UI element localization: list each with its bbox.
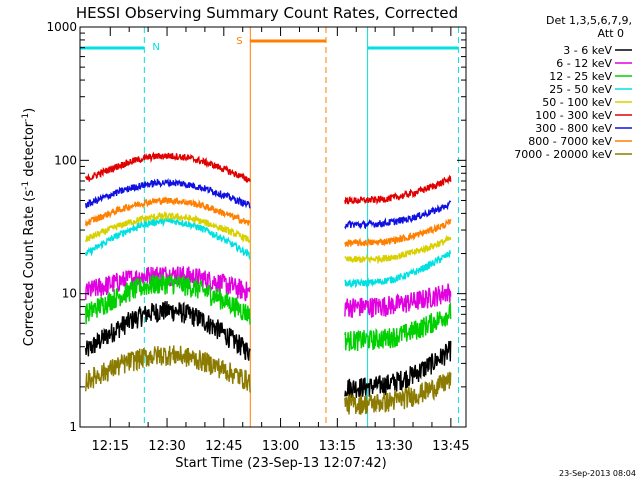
- series-line-3-a: [85, 215, 251, 260]
- series-line-6-a: [85, 177, 251, 209]
- legend-entry-label: 800 - 7000 keV: [528, 135, 612, 148]
- series-line-8-a: [85, 345, 251, 393]
- series-line-0-b: [344, 340, 452, 399]
- y-tick-label: 100: [54, 153, 77, 167]
- chart-title: HESSI Observing Summary Count Rates, Cor…: [76, 4, 458, 22]
- y-tick-label: 10: [62, 287, 77, 301]
- y-axis-label-sup2: -1: [21, 113, 31, 122]
- series-line-7-b: [344, 218, 452, 248]
- legend-header-line1: Det 1,3,5,6,7,9,: [546, 14, 632, 27]
- x-axis-label: Start Time (23-Sep-13 12:07:42): [175, 456, 386, 471]
- series-line-3-b: [344, 250, 452, 289]
- series-line-2-a: [85, 273, 251, 325]
- series-line-0-a: [85, 301, 251, 361]
- legend-entry-label: 300 - 800 keV: [535, 122, 612, 135]
- flag-label: S: [236, 36, 242, 47]
- legend-entry-label: 100 - 300 keV: [535, 109, 612, 122]
- y-tick-label: 1000: [46, 20, 77, 34]
- series-line-1-b: [344, 283, 452, 318]
- series-line-2-b: [344, 302, 452, 352]
- y-tick-label: 1: [69, 420, 77, 434]
- x-tick-label: 13:15: [319, 439, 356, 454]
- legend-entry-label: 6 - 12 keV: [556, 57, 612, 70]
- series-line-5-a: [85, 151, 251, 183]
- y-axis-label: Corrected Count Rate (s-1 detector-1): [21, 108, 37, 346]
- x-tick-label: 12:15: [92, 439, 129, 454]
- plot-frame: [79, 26, 467, 428]
- y-axis-label-mid: detector: [22, 121, 37, 181]
- x-tick-label: 13:00: [262, 439, 299, 454]
- x-tick-label: 12:30: [148, 439, 185, 454]
- series-line-6-b: [344, 200, 452, 230]
- series-line-7-a: [85, 196, 251, 228]
- series-line-5-b: [344, 174, 452, 205]
- legend-entry-label: 25 - 50 keV: [549, 83, 612, 96]
- series-line-8-b: [344, 371, 452, 415]
- legend-entry-label: 3 - 6 keV: [563, 44, 612, 57]
- timestamp: 23-Sep-2013 08:04: [559, 469, 636, 478]
- series-layer: [85, 151, 452, 415]
- y-axis-label-sup1: -1: [21, 181, 31, 190]
- flag-label: N: [152, 42, 159, 53]
- series-line-4-b: [344, 234, 452, 265]
- legend-header-line2: Att 0: [598, 27, 624, 40]
- series-line-4-a: [85, 210, 251, 244]
- legend-entry-label: 50 - 100 keV: [542, 96, 612, 109]
- x-tick-label: 13:45: [432, 439, 469, 454]
- x-tick-label: 12:45: [205, 439, 242, 454]
- y-axis: 1 10 100 1000: [46, 20, 466, 434]
- x-axis: 12:15 12:30 12:45 13:00 13:15 13:30 13:45: [92, 27, 470, 454]
- y-axis-label-end: ): [22, 108, 37, 113]
- legend-entry-label: 12 - 25 keV: [549, 70, 612, 83]
- x-tick-label: 13:30: [375, 439, 412, 454]
- legend-entry-label: 7000 - 20000 keV: [514, 148, 612, 161]
- y-axis-label-main: Corrected Count Rate (s: [22, 190, 37, 347]
